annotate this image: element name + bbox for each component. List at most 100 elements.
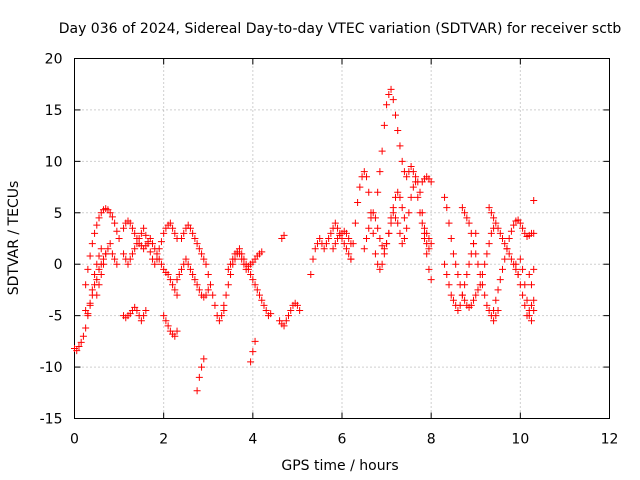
data-point bbox=[514, 271, 522, 278]
series-arc-i2 bbox=[514, 255, 538, 325]
data-point bbox=[120, 224, 128, 232]
data-point bbox=[474, 260, 482, 268]
data-point bbox=[133, 240, 141, 248]
series-arc-c6 bbox=[247, 337, 259, 366]
data-point bbox=[507, 227, 515, 235]
data-point bbox=[458, 204, 466, 212]
data-point bbox=[137, 229, 145, 237]
y-axis-label: SDTVAR / TECUs bbox=[6, 181, 22, 296]
data-point bbox=[396, 229, 404, 237]
data-point bbox=[409, 183, 417, 191]
series-arc-f3 bbox=[360, 188, 408, 253]
data-point bbox=[519, 265, 527, 273]
data-point bbox=[84, 265, 92, 273]
data-point bbox=[496, 276, 504, 284]
data-point bbox=[189, 229, 197, 237]
data-point bbox=[169, 281, 177, 289]
data-point bbox=[456, 301, 464, 309]
data-point bbox=[99, 260, 107, 268]
data-point bbox=[414, 193, 422, 201]
data-point bbox=[186, 265, 194, 273]
data-point bbox=[449, 296, 457, 304]
data-point bbox=[441, 193, 449, 201]
data-point bbox=[363, 235, 371, 242]
series-arc-d2 bbox=[278, 231, 288, 242]
data-point bbox=[467, 229, 475, 237]
data-point bbox=[293, 301, 301, 309]
data-point bbox=[494, 286, 502, 294]
data-point bbox=[403, 173, 411, 181]
data-point bbox=[334, 224, 342, 232]
data-point bbox=[374, 188, 382, 196]
x-axis-label: GPS time / hours bbox=[281, 458, 398, 474]
data-point bbox=[483, 301, 491, 309]
data-point bbox=[95, 214, 103, 222]
data-point bbox=[173, 291, 181, 299]
data-point bbox=[93, 221, 101, 229]
data-point bbox=[447, 291, 455, 299]
data-point bbox=[144, 240, 152, 248]
series-arc-b2 bbox=[120, 219, 181, 268]
data-point bbox=[171, 332, 179, 340]
data-point bbox=[111, 219, 119, 227]
data-point bbox=[111, 255, 119, 263]
data-point bbox=[171, 229, 179, 237]
data-point bbox=[378, 147, 386, 155]
data-point bbox=[394, 188, 402, 196]
y-tick-label: 10 bbox=[45, 154, 63, 170]
data-point bbox=[202, 291, 210, 299]
data-point bbox=[342, 229, 350, 237]
data-point bbox=[285, 312, 292, 320]
data-point bbox=[124, 260, 132, 268]
data-point bbox=[420, 224, 428, 232]
data-point bbox=[530, 196, 538, 204]
data-point bbox=[251, 337, 259, 345]
data-point bbox=[461, 296, 469, 304]
data-point bbox=[396, 142, 404, 150]
data-point bbox=[507, 255, 515, 263]
data-point bbox=[256, 291, 264, 299]
data-point bbox=[420, 235, 428, 242]
data-point bbox=[363, 173, 371, 181]
data-point bbox=[490, 307, 498, 314]
data-point bbox=[454, 307, 462, 314]
data-point bbox=[220, 301, 228, 309]
data-point bbox=[472, 291, 480, 299]
data-point bbox=[258, 296, 266, 304]
data-point bbox=[258, 248, 266, 256]
data-point bbox=[481, 260, 489, 268]
y-tick-label: 0 bbox=[54, 257, 63, 273]
data-point bbox=[371, 214, 379, 222]
data-point bbox=[307, 271, 315, 278]
data-point bbox=[142, 307, 150, 314]
data-point bbox=[329, 245, 337, 253]
data-point bbox=[260, 301, 268, 309]
data-point bbox=[470, 296, 478, 304]
x-tick-label: 4 bbox=[248, 432, 257, 448]
data-point bbox=[331, 240, 339, 248]
series-arc-a3 bbox=[82, 250, 110, 318]
data-point bbox=[380, 121, 388, 129]
data-point bbox=[146, 248, 154, 256]
data-point bbox=[365, 188, 373, 196]
data-point bbox=[521, 301, 529, 309]
x-tick-label: 0 bbox=[70, 432, 79, 448]
data-point bbox=[525, 271, 533, 278]
data-point bbox=[178, 235, 185, 242]
data-point bbox=[494, 224, 502, 232]
data-point bbox=[376, 168, 384, 176]
data-point bbox=[409, 168, 417, 176]
data-point bbox=[131, 245, 139, 253]
data-point bbox=[394, 127, 402, 134]
data-point bbox=[394, 219, 402, 227]
data-point bbox=[113, 260, 121, 268]
data-point bbox=[166, 219, 174, 227]
series-arc-e2 bbox=[329, 227, 355, 253]
data-point bbox=[195, 373, 203, 381]
data-point bbox=[516, 219, 524, 227]
series-arc-g1 bbox=[418, 173, 435, 186]
data-point bbox=[222, 291, 230, 299]
data-point bbox=[461, 281, 469, 289]
series-arc-b4 bbox=[160, 312, 181, 340]
data-point bbox=[423, 250, 431, 258]
